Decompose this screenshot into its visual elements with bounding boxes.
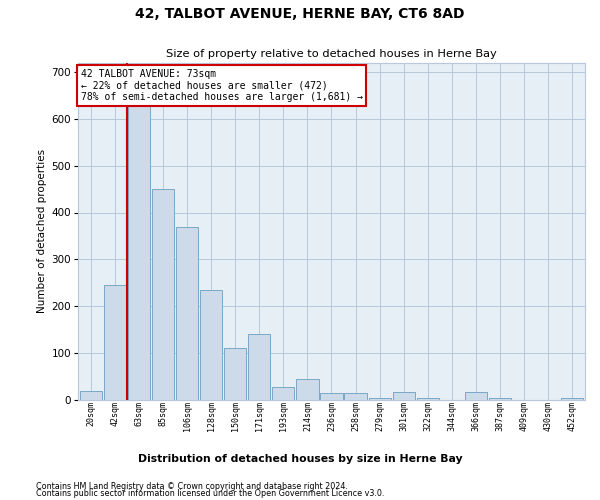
Bar (104, 285, 126, 400)
Bar (296, 379, 319, 400)
Text: 42, TALBOT AVENUE, HERNE BAY, CT6 8AD: 42, TALBOT AVENUE, HERNE BAY, CT6 8AD (135, 8, 465, 22)
Text: Contains HM Land Registry data © Crown copyright and database right 2024.: Contains HM Land Registry data © Crown c… (36, 482, 348, 491)
Bar (488, 398, 511, 400)
Bar (128, 90, 151, 400)
Title: Size of property relative to detached houses in Herne Bay: Size of property relative to detached ho… (166, 49, 497, 59)
Bar (561, 398, 583, 400)
Bar (80, 390, 102, 400)
Bar (224, 348, 247, 400)
Bar (464, 392, 487, 400)
Text: 42 TALBOT AVENUE: 73sqm
← 22% of detached houses are smaller (472)
78% of semi-d: 42 TALBOT AVENUE: 73sqm ← 22% of detache… (80, 69, 362, 102)
Bar (344, 394, 367, 400)
Bar (416, 398, 439, 400)
Bar (368, 398, 391, 400)
Y-axis label: Number of detached properties: Number of detached properties (37, 149, 47, 314)
Bar (200, 290, 223, 400)
Bar (176, 226, 199, 400)
Bar (272, 387, 295, 400)
Bar (392, 392, 415, 400)
Text: Distribution of detached houses by size in Herne Bay: Distribution of detached houses by size … (137, 454, 463, 464)
Bar (248, 334, 271, 400)
Text: Contains public sector information licensed under the Open Government Licence v3: Contains public sector information licen… (36, 489, 385, 498)
Bar (320, 394, 343, 400)
Bar (152, 189, 175, 400)
